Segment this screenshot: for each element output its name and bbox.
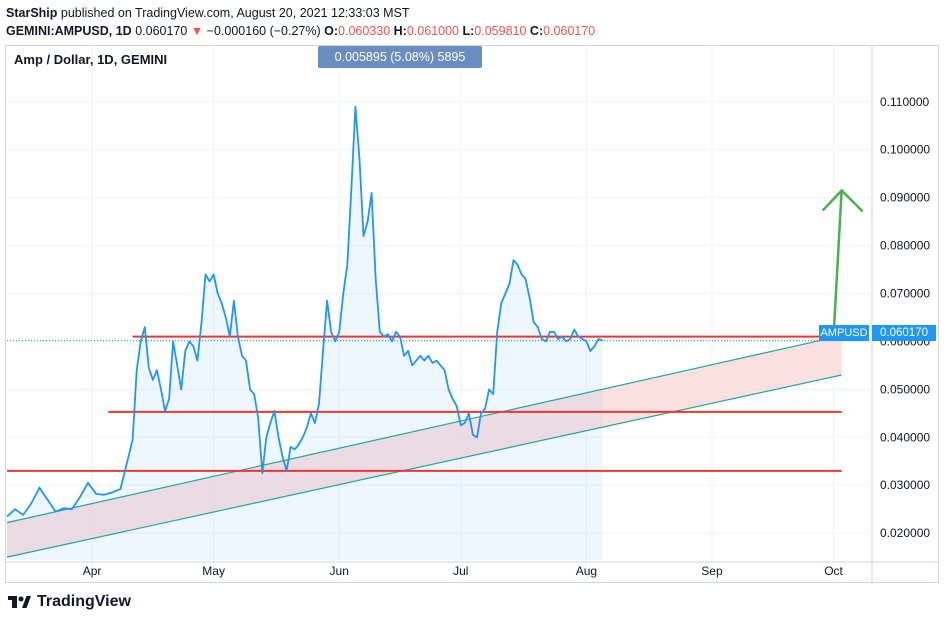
- x-tick-label: Aug: [576, 564, 597, 578]
- low-value: 0.059810: [474, 24, 527, 38]
- y-tick-label: 0.090000: [880, 191, 930, 205]
- symbol-tag: AMPUSD: [819, 325, 869, 341]
- x-tick-label: Oct: [824, 564, 843, 578]
- arrow-head: [821, 188, 864, 213]
- high-value: 0.061000: [406, 24, 459, 38]
- y-tick-label: 0.050000: [880, 382, 930, 396]
- down-arrow-icon: ▼: [190, 24, 204, 38]
- x-tick-label: Jul: [453, 564, 468, 578]
- horizontal-levels: [7, 335, 842, 472]
- chart-frame[interactable]: [5, 45, 939, 583]
- ohlc-line: GEMINI:AMPUSD, 1D 0.060170 ▼ −0.000160 (…: [6, 22, 595, 40]
- x-tick-label: Apr: [83, 564, 102, 578]
- last-price: 0.060170: [135, 24, 188, 38]
- price-area-fill: [7, 106, 603, 560]
- low-label: L:: [462, 24, 475, 38]
- close-value: 0.060170: [543, 24, 596, 38]
- published-text: published on TradingView.com, August 20,…: [60, 6, 410, 20]
- y-tick-label: 0.100000: [880, 143, 930, 157]
- measure-tooltip: 0.005895 (5.08%) 5895: [318, 46, 482, 68]
- open-label: O:: [324, 24, 339, 38]
- y-tick-label: 0.030000: [880, 478, 930, 492]
- y-tick-label: 0.070000: [880, 287, 930, 301]
- close-label: C:: [529, 24, 544, 38]
- price-tag: 0.060170: [872, 325, 936, 341]
- y-tick-label: 0.020000: [880, 526, 930, 540]
- open-value: 0.060330: [338, 24, 391, 38]
- high-label: H:: [393, 24, 407, 38]
- y-axis: 0.110000 0.100000 0.090000 0.080000 0.070000…: [880, 95, 930, 540]
- y-tick-label: 0.040000: [880, 430, 930, 444]
- tradingview-logo[interactable]: TradingView: [8, 593, 131, 611]
- channel-lower-line: [6, 374, 842, 558]
- chart-title: Amp / Dollar, 1D, GEMINI: [14, 52, 168, 67]
- author-name[interactable]: StarShip: [6, 6, 58, 20]
- x-tick-label: May: [202, 564, 225, 578]
- y-tick-label: 0.080000: [880, 239, 930, 253]
- price-line: [6, 105, 603, 518]
- channel-upper-line: [6, 335, 842, 524]
- projection-arrow: [821, 188, 864, 337]
- chart-header: StarShip published on TradingView.com, A…: [6, 4, 595, 40]
- channel: [6, 335, 842, 558]
- price-change: −0.000160 (−0.27%): [206, 24, 321, 38]
- tradingview-logo-icon: [8, 596, 31, 608]
- symbol-label: GEMINI:AMPUSD, 1D: [6, 24, 132, 38]
- y-tick-label: 0.110000: [880, 95, 929, 109]
- arrow-shaft: [832, 190, 843, 337]
- x-axis: Apr May Jun Jul Aug Sep Oct: [83, 564, 844, 578]
- publish-line: StarShip published on TradingView.com, A…: [6, 4, 595, 22]
- x-tick-label: Sep: [701, 564, 723, 578]
- price-area: [7, 106, 603, 560]
- price-series: [6, 105, 870, 518]
- brand-name: TradingView: [37, 593, 131, 610]
- x-tick-label: Jun: [330, 564, 349, 578]
- channel-fill: [7, 335, 842, 558]
